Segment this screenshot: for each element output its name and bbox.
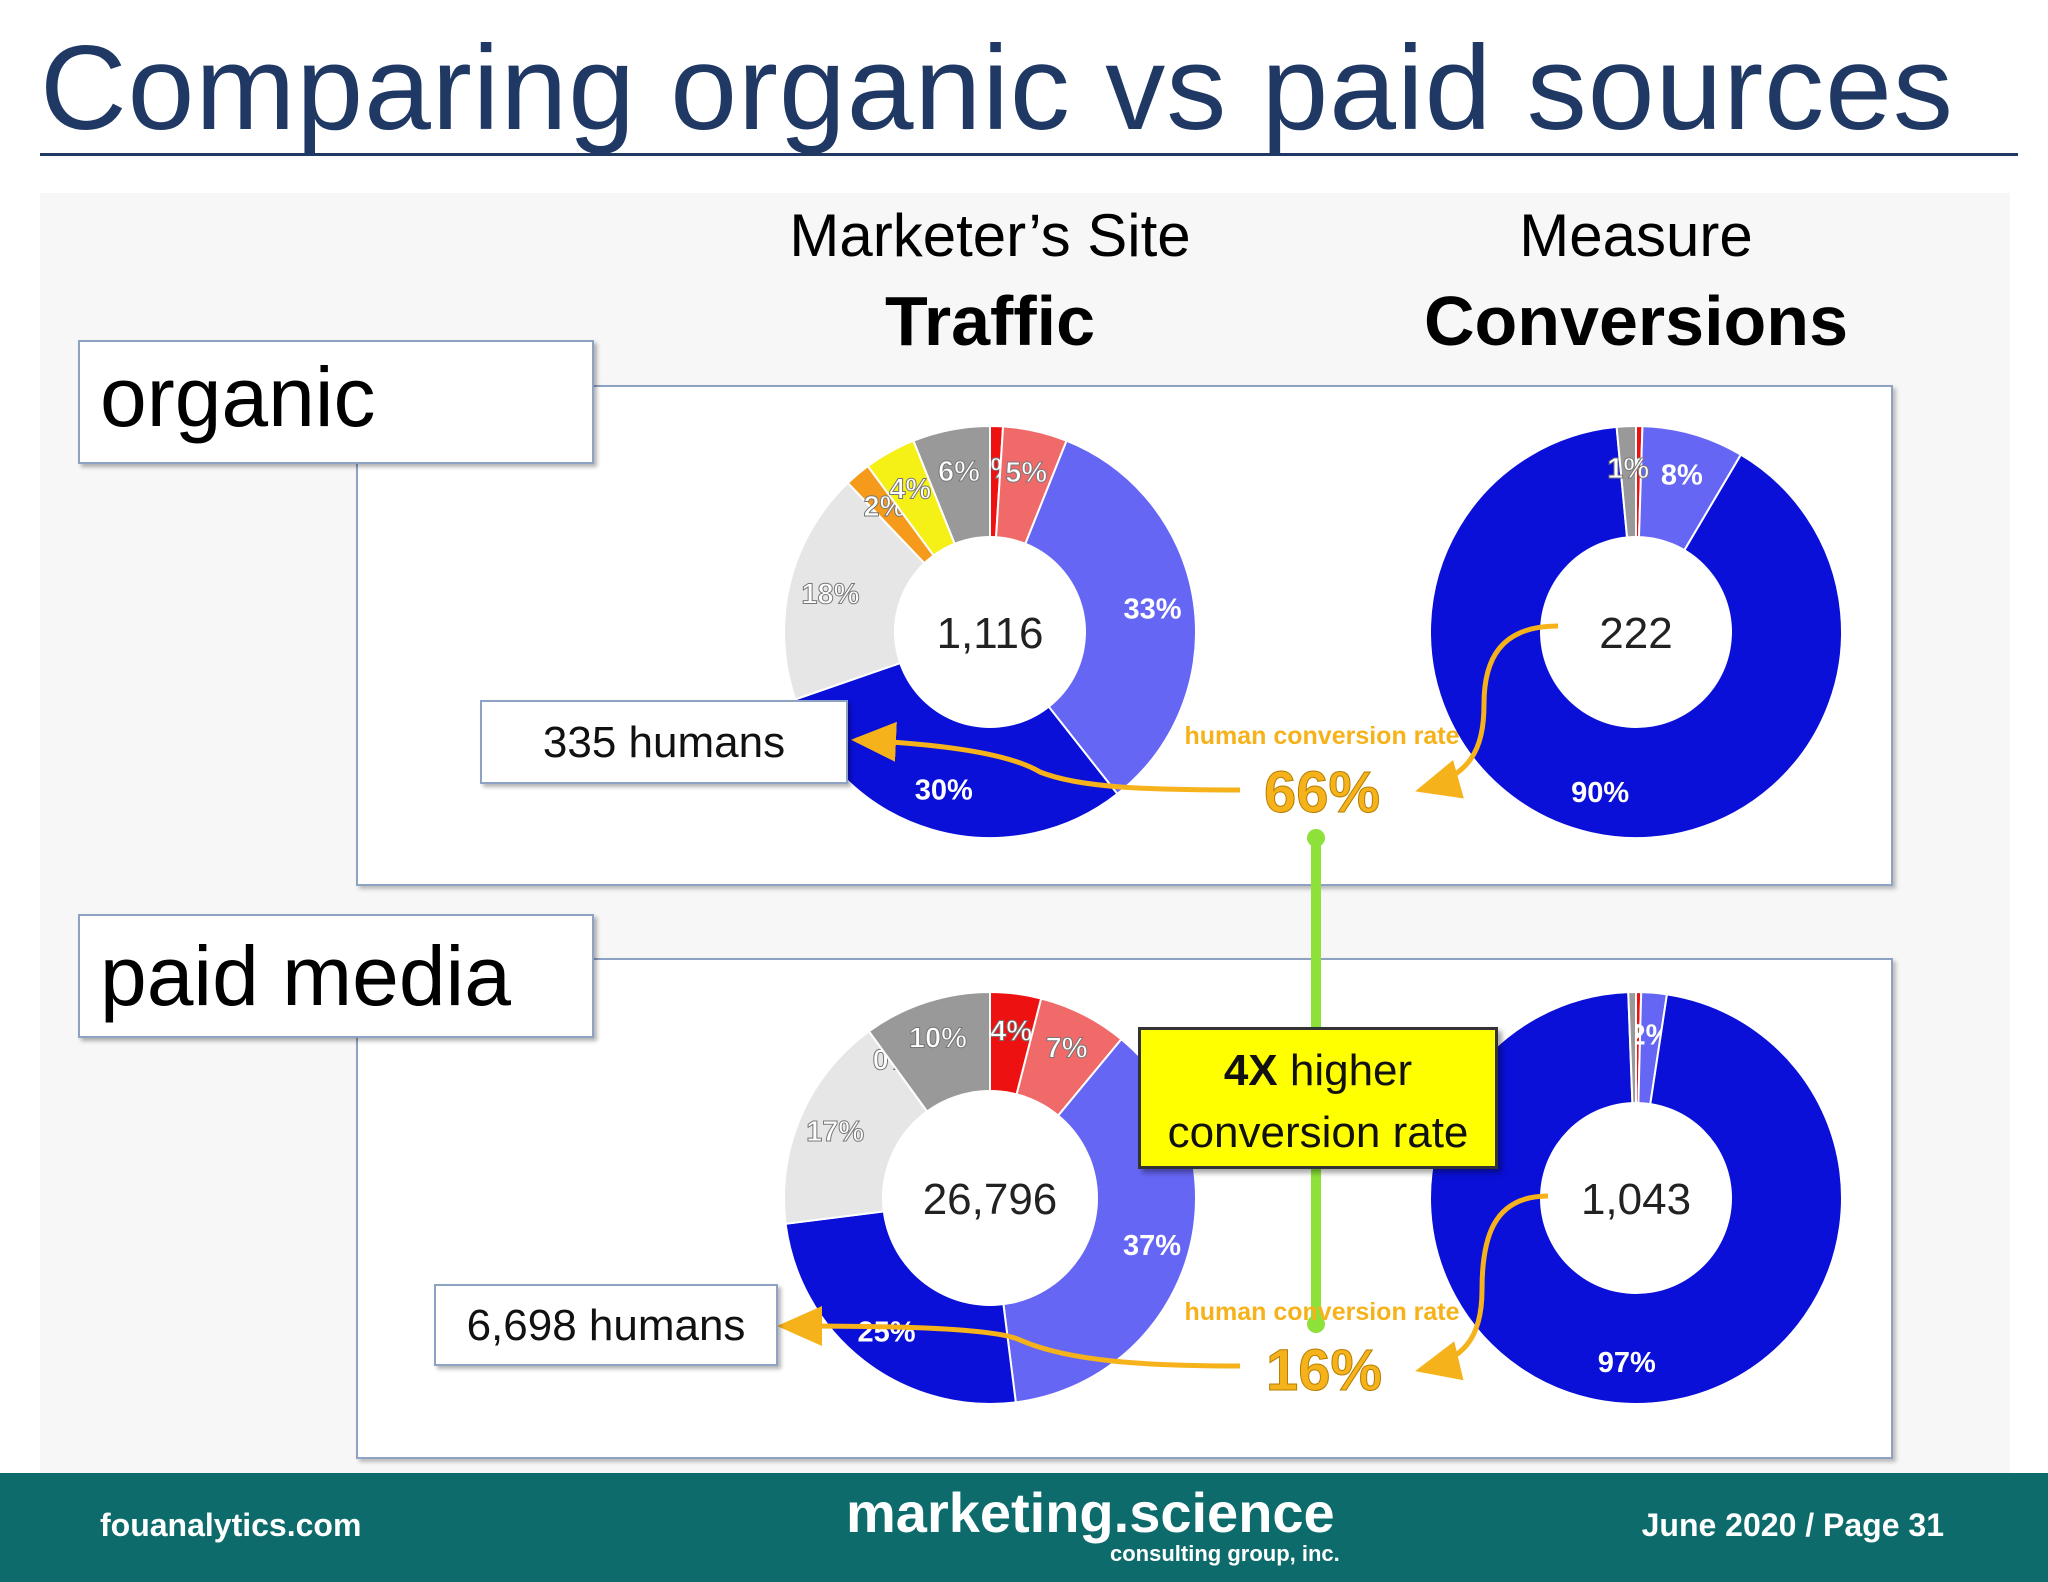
organic-rate-arrow-left [851,721,1241,793]
traffic-header: Marketer’s Site Traffic [740,196,1240,366]
conversions-header: Measure Conversions [1386,196,1886,366]
paid-conversions-center-total: 1,043 [1581,1175,1691,1224]
organic-traffic-slice-2 [988,439,1197,796]
footer-bar: fouanalytics.com marketing.science consu… [0,1473,2048,1582]
organic-traffic-center-total: 1,116 [937,609,1044,658]
paid-traffic-label-0: 4% [990,1016,1032,1048]
organic-conversions-label-2: 90% [1571,777,1629,809]
paid-traffic-label-6: 10% [909,1022,967,1054]
paid-traffic-label-1: 7% [1046,1033,1088,1065]
comparison-callout: 4X higher conversion rate [1138,1027,1498,1169]
callout-line-2: conversion rate [1167,1108,1469,1157]
organic-rate-caption: human conversion rate [1184,722,1459,750]
callout-rest: higher [1277,1046,1413,1095]
organic-traffic-label-6: 4% [889,474,931,506]
paid-conversions-hole [1540,1102,1732,1294]
paid-rate-caption: human conversion rate [1184,1298,1459,1326]
organic-humans-box: 335 humans [480,700,848,784]
conversions-header-top: Measure [1519,202,1753,269]
organic-traffic-label-3: 30% [915,775,973,807]
organic-traffic-label-7: 6% [938,456,980,488]
organic-rate-arrow-right [1415,623,1559,799]
paid-traffic-label-2: 37% [1123,1230,1181,1262]
footer-page-info: June 2020 / Page 31 [1641,1507,1944,1543]
paid-rate-value: 16% [1266,1338,1382,1403]
page-title: Comparing organic vs paid sources [40,21,1954,155]
conversions-header-bold: Conversions [1424,282,1848,360]
traffic-header-bold: Traffic [884,282,1096,360]
callout-bold: 4X [1223,1046,1278,1095]
connector-top-dot [1307,829,1325,847]
organic-traffic-label-2: 33% [1124,594,1182,626]
paid-rate-arrow-left [777,1306,1241,1369]
organic-traffic-label-1: 5% [1005,457,1047,489]
organic-label: organic [78,340,594,464]
organic-conversions-center-total: 222 [1599,609,1672,658]
callout-line-1: 4X higher [1141,1040,1495,1102]
organic-conversions-hole [1540,536,1732,728]
connector-bottom-dot [1307,1315,1325,1333]
title-rule [40,153,2018,156]
paid-media-label: paid media [78,914,594,1038]
paid-rate-arrow-right [1415,1193,1549,1381]
organic-rate-value: 66% [1264,760,1380,825]
footer-brand-logo: marketing.science [846,1481,1335,1544]
footer-website: fouanalytics.com [100,1507,362,1543]
organic-traffic-label-4: 18% [801,578,859,610]
paid-humans-box: 6,698 humans [434,1284,778,1366]
footer-brand-subtitle: consulting group, inc. [1110,1541,1340,1566]
paid-traffic-hole [882,1090,1098,1306]
organic-conversions-label-1: 8% [1661,459,1703,491]
paid-conversions-label-2: 97% [1598,1347,1656,1379]
traffic-header-top: Marketer’s Site [789,202,1191,269]
organic-traffic-hole [894,536,1086,728]
paid-traffic-label-3: 25% [858,1316,916,1348]
organic-conversions-label-3: 1% [1607,453,1649,485]
paid-traffic-label-4: 17% [806,1116,864,1148]
paid-traffic-center-total: 26,796 [923,1175,1058,1224]
